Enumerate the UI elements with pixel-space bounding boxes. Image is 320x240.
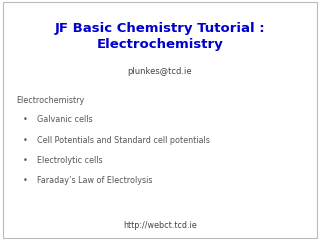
Text: JF Basic Chemistry Tutorial :
Electrochemistry: JF Basic Chemistry Tutorial : Electroche… xyxy=(55,22,265,51)
Text: Electrochemistry: Electrochemistry xyxy=(16,96,84,105)
FancyBboxPatch shape xyxy=(3,2,317,238)
Text: plunkes@tcd.ie: plunkes@tcd.ie xyxy=(128,67,192,76)
Text: http://webct.tcd.ie: http://webct.tcd.ie xyxy=(123,221,197,230)
Text: Faraday’s Law of Electrolysis: Faraday’s Law of Electrolysis xyxy=(37,176,152,185)
Text: Galvanic cells: Galvanic cells xyxy=(37,115,92,124)
Text: •: • xyxy=(22,136,27,144)
Text: •: • xyxy=(22,115,27,124)
Text: Electrolytic cells: Electrolytic cells xyxy=(37,156,102,165)
Text: •: • xyxy=(22,176,27,185)
Text: Cell Potentials and Standard cell potentials: Cell Potentials and Standard cell potent… xyxy=(37,136,210,144)
Text: •: • xyxy=(22,156,27,165)
